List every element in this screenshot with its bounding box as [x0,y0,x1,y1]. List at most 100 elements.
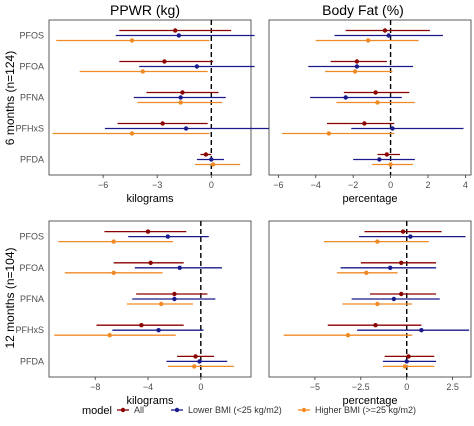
estimate-point-pfos [386,33,391,38]
x-tick-label: −2.5 [352,382,370,392]
estimate-point-pfna [172,296,177,302]
estimate-point-pfos [408,234,413,239]
panel-0-0: −6 −3 0 kilograms PFOS PFOA PFNA PFHxS PFDA [15,19,275,205]
x-tick-label: −8 [90,382,100,392]
legend: model All Lower BMI (<25 kg/m2) Higher BMI … [82,405,416,417]
x-tick-label: 0 [388,180,393,190]
legend-item-label: Higher BMI (>=25 kg/m2) [315,405,416,415]
panel-1-1: −5 −2.5 0 2.5 percentage [268,220,472,407]
estimate-point-pfhxs [129,131,135,136]
x-tick-label: 2.5 [446,382,459,392]
estimate-point-pfna [343,95,348,100]
estimate-point-pfoa [162,59,167,64]
estimate-point-pfda [193,354,198,359]
estimate-point-pfna [178,95,183,100]
x-axis-label: kilograms [126,395,174,407]
legend-title: model [82,405,112,417]
y-tick-label-pfos: PFOS [19,232,44,242]
estimate-point-pfda [203,152,209,157]
estimate-point-pfos [173,28,178,33]
x-tick-label: −4 [311,180,321,190]
x-tick-label: 0 [209,180,214,190]
x-tick-label: −3 [152,180,162,190]
legend-key-point [174,407,180,413]
estimate-point-pfda [209,157,214,162]
y-tick-label-pfhxs: PFHxS [15,325,44,335]
legend-item-label: Lower BMI (<25 kg/m2) [188,405,282,415]
estimate-point-pfhxs [390,126,395,131]
estimate-point-pfoa [148,260,153,265]
estimate-point-pfda [197,359,202,364]
legend-item-label: All [134,405,144,415]
estimate-point-pfoa [388,265,393,270]
legend-key-point [301,407,307,413]
estimate-point-pfos [165,234,171,239]
estimate-point-pfna [178,100,183,105]
y-tick-label-pfda: PFDA [20,155,44,165]
estimate-point-pfos [145,229,151,234]
row-strip-6-months: 6 months (n=124) [3,51,17,145]
y-tick-label-pfna: PFNA [20,93,44,103]
y-tick-label-pfna: PFNA [20,294,44,304]
estimate-point-pfda [377,157,382,162]
x-tick-label: −6 [98,180,108,190]
estimate-point-pfhxs [345,333,351,338]
y-tick-label-pfoa: PFOA [19,62,44,72]
estimate-point-pfhxs [362,121,367,126]
x-axis-label: kilograms [126,193,174,205]
estimate-point-pfna [373,90,378,95]
column-title-body-fat: Body Fat (%) [322,2,404,18]
estimate-point-pfos [111,239,116,244]
y-tick-label-pfoa: PFOA [19,263,44,273]
legend-key-point [120,407,126,413]
panel-frame [268,19,472,176]
estimate-point-pfda [192,364,197,369]
estimate-point-pfos [382,28,388,33]
estimate-point-pfna [159,301,164,307]
estimate-point-pfda [402,364,408,369]
estimate-point-pfos [365,38,371,43]
estimate-point-pfna [375,301,380,307]
estimate-point-pfda [388,162,393,167]
x-tick-label: −4 [143,382,153,392]
estimate-point-pfda [406,354,411,359]
estimate-point-pfoa [177,265,182,270]
estimate-point-pfos [176,33,182,38]
x-axis-label: percentage [342,395,397,407]
x-tick-label: 0 [404,382,409,392]
estimate-point-pfna [391,296,397,302]
panel-1-0: −8 −4 0 kilograms PFOS PFOA PFNA PFHxS PFDA [15,220,252,407]
estimate-point-pfhxs [160,121,165,126]
estimate-point-pfhxs [107,333,112,338]
estimate-point-pfos [375,239,380,244]
x-tick-label: −6 [273,180,283,190]
estimate-point-pfda [384,152,390,157]
estimate-point-pfoa [354,59,360,64]
y-tick-label-pfda: PFDA [20,356,44,366]
estimate-point-pfoa [354,64,360,69]
x-tick-label: 0 [198,382,203,392]
estimate-point-pfoa [111,270,116,275]
x-axis-label: percentage [342,193,397,205]
estimate-point-pfoa [140,69,145,74]
x-tick-label: −2 [348,180,358,190]
estimate-point-pfos [400,229,406,234]
column-title-ppwr: PPWR (kg) [110,2,180,18]
estimate-point-pfna [399,291,404,297]
estimate-point-pfda [404,359,409,364]
estimate-point-pfoa [399,260,404,265]
estimate-point-pfhxs [419,328,424,333]
estimate-point-pfna [180,90,185,95]
estimate-point-pfhxs [156,328,161,333]
estimate-point-pfhxs [326,131,332,136]
estimate-point-pfoa [194,64,200,69]
x-tick-label: 4 [463,180,468,190]
estimate-point-pfoa [352,69,358,74]
x-tick-label: −5 [310,382,320,392]
estimate-point-pfna [172,291,177,297]
estimate-point-pfhxs [183,126,189,131]
estimate-point-pfhxs [373,323,378,328]
row-strip-12-months: 12 months (n=104) [3,247,17,348]
y-tick-label-pfos: PFOS [19,31,44,41]
